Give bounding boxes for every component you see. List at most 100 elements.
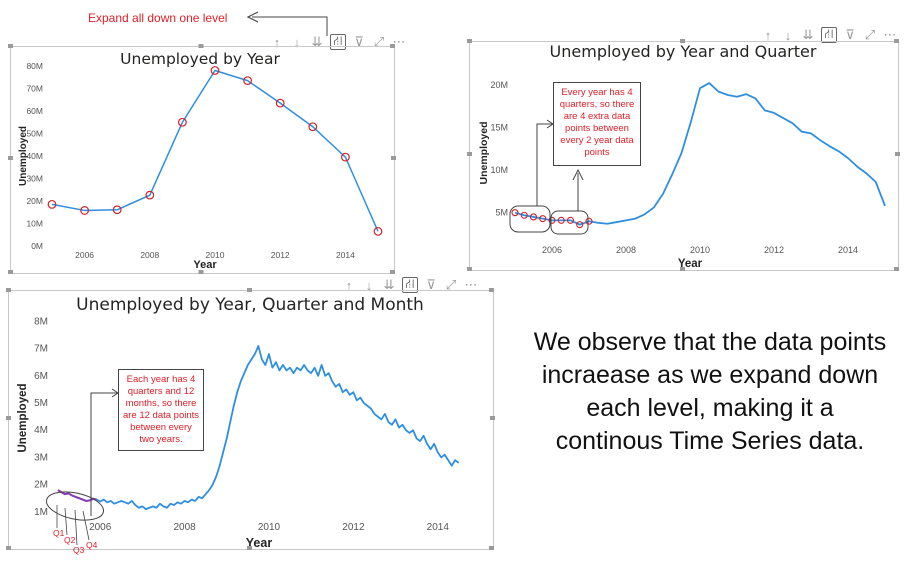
filter-icon[interactable]: ⊽ bbox=[426, 277, 436, 292]
chart3-xtick: 2006 bbox=[89, 522, 112, 533]
expand-hierarchy-icon[interactable]: ⛙ bbox=[330, 33, 346, 50]
chart3-frame-handle bbox=[490, 416, 495, 420]
chart1-ytick: 50M bbox=[26, 129, 43, 139]
chart1-ytick: 80M bbox=[26, 61, 43, 71]
filter-icon[interactable]: ⊽ bbox=[354, 34, 364, 49]
chart3-xlabel: Year bbox=[246, 536, 273, 550]
chart1-xtick: 2012 bbox=[271, 250, 290, 260]
chart2-highlighted-point bbox=[511, 209, 519, 217]
chart3-ytick: 3M bbox=[34, 452, 48, 463]
chart3-ylabel: Unemployed bbox=[17, 383, 29, 452]
chart1-ytick: 30M bbox=[26, 174, 43, 184]
more-options-icon[interactable]: ⋯ bbox=[883, 27, 897, 42]
chart1-data-point bbox=[243, 76, 253, 86]
chart1-toolbar: ↑ ↓ ⇊ ⛙ ⊽ ⤢ ⋯ bbox=[270, 33, 406, 50]
chart3-frame-handle bbox=[247, 288, 252, 292]
chart1-data-point bbox=[47, 199, 57, 209]
expand-hierarchy-icon[interactable]: ⛙ bbox=[821, 26, 837, 43]
chart1-frame-handle bbox=[8, 270, 13, 274]
chart2-points-box-left bbox=[509, 205, 551, 233]
chart1-frame-handle bbox=[198, 44, 204, 48]
arrow-up-icon[interactable]: ↑ bbox=[345, 277, 353, 293]
chart1-frame-handle bbox=[198, 270, 204, 274]
chart3-xtick: 2014 bbox=[427, 522, 450, 533]
chart2-highlighted-point bbox=[566, 216, 575, 224]
chart2-frame-handle bbox=[894, 39, 899, 43]
chart3-frame-handle bbox=[6, 416, 11, 420]
chart1-frame-handle bbox=[391, 156, 396, 160]
chart3-xtick: 2012 bbox=[342, 522, 365, 533]
drill-down-double-arrow-icon[interactable]: ⇊ bbox=[311, 34, 323, 49]
chart2-frame-handle bbox=[467, 267, 472, 271]
chart1-ytick: 10M bbox=[26, 219, 43, 229]
focus-mode-icon[interactable]: ⤢ bbox=[864, 27, 876, 42]
chart3-frame-handle bbox=[489, 288, 494, 292]
chart1-xtick: 2014 bbox=[336, 250, 355, 260]
focus-mode-icon[interactable]: ⤢ bbox=[373, 34, 385, 49]
arrow-down-icon[interactable]: ↓ bbox=[784, 27, 792, 43]
chart3-frame-handle bbox=[6, 288, 11, 292]
expand-pointer-line bbox=[252, 16, 328, 36]
chart1-frame-handle bbox=[8, 44, 13, 48]
chart2-frame-handle bbox=[895, 152, 900, 156]
expand-all-annotation: Expand all down one level bbox=[88, 11, 228, 25]
drill-down-double-arrow-icon[interactable]: ⇊ bbox=[383, 277, 395, 292]
chart2-connector-left bbox=[536, 123, 553, 206]
chart2-highlighted-point bbox=[520, 211, 528, 219]
chart1-xlabel: Year bbox=[193, 259, 217, 271]
chart3-ytick: 1M bbox=[34, 507, 48, 518]
chart2-ytick: 10M bbox=[490, 165, 508, 175]
chart1-ytick: 40M bbox=[26, 151, 43, 161]
chart1-data-point bbox=[373, 226, 383, 236]
filter-icon[interactable]: ⊽ bbox=[845, 27, 855, 42]
chart2-highlighted-point bbox=[548, 216, 556, 224]
chart1-data-point bbox=[112, 205, 122, 215]
chart2-ytick: 15M bbox=[490, 122, 508, 132]
chart2-highlighted-point bbox=[585, 217, 593, 225]
q2-label: Q2 bbox=[64, 535, 76, 545]
drill-down-double-arrow-icon[interactable]: ⇊ bbox=[802, 27, 814, 42]
q3-label: Q3 bbox=[73, 545, 85, 555]
chart1-ytick: 0M bbox=[31, 241, 43, 251]
chart3-title: Unemployed by Year, Quarter and Month bbox=[76, 295, 424, 315]
chart2-ytick: 20M bbox=[490, 80, 508, 90]
chart1-ytick: 60M bbox=[26, 106, 43, 116]
chart3-q2-pointer bbox=[64, 507, 68, 536]
expand-pointer-arrowhead bbox=[246, 11, 259, 23]
focus-mode-icon[interactable]: ⤢ bbox=[445, 277, 457, 292]
chart3-q4-pointer bbox=[82, 510, 90, 541]
chart2-toolbar: ↑ ↓ ⇊ ⛙ ⊽ ⤢ ⋯ bbox=[761, 26, 897, 43]
arrow-up-icon[interactable]: ↑ bbox=[273, 34, 281, 50]
chart1-ytick: 20M bbox=[26, 196, 43, 206]
arrow-down-icon[interactable]: ↓ bbox=[365, 277, 373, 293]
chart1-data-point bbox=[341, 152, 350, 162]
expand-hierarchy-icon[interactable]: ⛙ bbox=[402, 276, 418, 293]
chart1-ylabel: Unemployed bbox=[18, 126, 29, 186]
month-explanation-box: Each year has 4 quarters and 12 months, … bbox=[118, 369, 204, 451]
chart2-frame-handle bbox=[467, 152, 472, 156]
arrow-down-icon[interactable]: ↓ bbox=[293, 34, 301, 50]
chart1-data-point bbox=[177, 117, 187, 127]
chart1-frame-handle bbox=[390, 44, 395, 48]
chart3-connector bbox=[90, 392, 118, 516]
more-options-icon[interactable]: ⋯ bbox=[464, 277, 478, 292]
more-options-icon[interactable]: ⋯ bbox=[392, 34, 406, 49]
chart3-toolbar: ↑ ↓ ⇊ ⛙ ⊽ ⤢ ⋯ bbox=[342, 276, 478, 293]
chart3-ytick: 8M bbox=[34, 316, 48, 327]
chart3-xtick: 2008 bbox=[173, 522, 196, 533]
chart2-title: Unemployed by Year and Quarter bbox=[550, 42, 817, 61]
chart2-xtick: 2006 bbox=[542, 245, 562, 255]
chart2-xtick: 2014 bbox=[838, 245, 858, 255]
chart1-data-point bbox=[308, 122, 318, 132]
chart3-ytick: 5M bbox=[34, 398, 48, 409]
observation-text: We observe that the data points incraeas… bbox=[533, 328, 887, 455]
chart2-frame-handle bbox=[680, 267, 685, 271]
chart2-frame-handle bbox=[894, 267, 899, 271]
chart1-title: Unemployed by Year bbox=[120, 50, 280, 68]
chart3-frame-handle bbox=[489, 546, 494, 550]
chart1-series-line bbox=[51, 69, 379, 232]
chart2-points-box-right bbox=[550, 210, 589, 235]
arrow-up-icon[interactable]: ↑ bbox=[764, 27, 772, 43]
chart1-xtick: 2008 bbox=[140, 250, 159, 260]
